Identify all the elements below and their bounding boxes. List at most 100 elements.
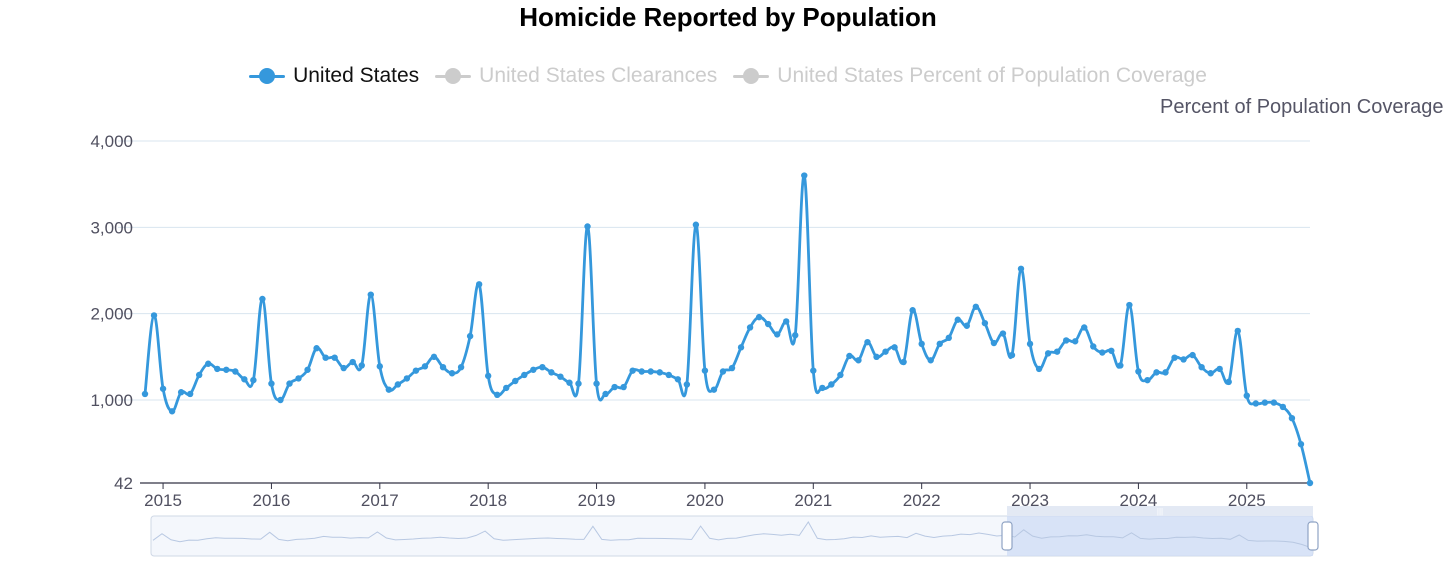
data-point[interactable] [1288, 414, 1296, 422]
data-point[interactable] [1207, 370, 1214, 377]
data-point[interactable] [349, 358, 356, 366]
data-point[interactable] [810, 367, 817, 374]
data-point[interactable] [737, 344, 745, 351]
data-point[interactable] [195, 371, 203, 379]
data-point[interactable] [448, 370, 456, 377]
data-point[interactable] [954, 316, 961, 323]
data-point[interactable] [159, 385, 167, 392]
data-point[interactable] [1135, 368, 1142, 375]
data-point[interactable] [909, 307, 916, 314]
data-point[interactable] [719, 368, 727, 375]
data-point[interactable] [674, 376, 682, 383]
data-point[interactable] [304, 366, 311, 373]
data-point[interactable] [403, 375, 411, 382]
data-point[interactable] [1062, 337, 1070, 344]
data-point[interactable] [882, 348, 889, 355]
data-point[interactable] [421, 363, 429, 370]
data-point[interactable] [1081, 324, 1088, 331]
data-zoom-slider[interactable]: ||| [150, 506, 1319, 557]
data-point[interactable] [647, 368, 654, 375]
data-point[interactable] [692, 221, 700, 228]
data-point[interactable] [629, 367, 636, 374]
data-point[interactable] [557, 373, 564, 380]
data-point[interactable] [1071, 338, 1079, 345]
data-point[interactable] [358, 362, 365, 369]
data-point[interactable] [864, 338, 871, 346]
data-point[interactable] [457, 363, 465, 371]
data-point[interactable] [503, 384, 510, 392]
data-point[interactable] [755, 313, 763, 321]
data-point[interactable] [783, 318, 790, 325]
data-point[interactable] [412, 367, 420, 374]
data-point[interactable] [701, 367, 709, 374]
data-point[interactable] [1144, 376, 1151, 384]
data-point[interactable] [241, 376, 248, 383]
data-point[interactable] [1108, 347, 1115, 354]
data-point[interactable] [539, 363, 546, 371]
data-point[interactable] [981, 319, 989, 327]
data-point[interactable] [593, 380, 600, 387]
data-point[interactable] [1252, 400, 1260, 407]
data-point[interactable] [512, 377, 519, 385]
zoom-move-bar[interactable] [1007, 506, 1313, 516]
data-point[interactable] [205, 360, 212, 367]
data-point[interactable] [1243, 392, 1250, 399]
data-point[interactable] [656, 369, 663, 376]
data-point[interactable] [819, 384, 826, 392]
zoom-handle[interactable] [1307, 521, 1319, 551]
data-point[interactable] [385, 386, 393, 393]
data-point[interactable] [430, 353, 438, 361]
data-point[interactable] [891, 344, 898, 351]
data-point[interactable] [1297, 440, 1305, 448]
data-point[interactable] [1234, 327, 1241, 335]
data-point[interactable] [1017, 265, 1025, 272]
data-point[interactable] [620, 383, 627, 391]
series-united-states[interactable] [141, 172, 1314, 487]
legend-item-united-states[interactable]: United States [249, 64, 419, 88]
data-point[interactable] [584, 223, 591, 230]
data-point[interactable] [1117, 362, 1124, 369]
data-point[interactable] [665, 371, 672, 379]
data-point[interactable] [728, 364, 736, 372]
data-point[interactable] [746, 324, 754, 331]
data-point[interactable] [1126, 301, 1133, 309]
data-point[interactable] [186, 390, 194, 398]
data-point[interactable] [1189, 351, 1196, 359]
data-point[interactable] [313, 345, 320, 352]
data-point[interactable] [268, 380, 275, 387]
data-point[interactable] [250, 376, 257, 384]
zoom-selected-window[interactable] [1007, 516, 1313, 556]
data-point[interactable] [602, 390, 609, 398]
data-point[interactable] [1008, 351, 1016, 359]
data-point[interactable] [1279, 403, 1287, 411]
data-point[interactable] [936, 340, 943, 348]
data-point[interactable] [277, 396, 284, 404]
data-point[interactable] [141, 390, 149, 398]
data-point[interactable] [394, 381, 402, 388]
data-point[interactable] [1035, 365, 1043, 373]
data-point[interactable] [773, 331, 781, 338]
data-point[interactable] [873, 353, 880, 361]
data-point[interactable] [918, 340, 925, 348]
data-point[interactable] [232, 368, 239, 375]
data-point[interactable] [801, 172, 808, 179]
data-point[interactable] [1270, 399, 1278, 406]
data-point[interactable] [168, 408, 176, 415]
data-point[interactable] [177, 389, 185, 396]
data-point[interactable] [376, 363, 384, 370]
data-point[interactable] [494, 391, 501, 399]
data-point[interactable] [439, 363, 447, 371]
data-point[interactable] [367, 291, 374, 298]
data-point[interactable] [286, 380, 293, 387]
data-point[interactable] [259, 295, 266, 303]
data-point[interactable] [611, 383, 618, 391]
data-point[interactable] [990, 339, 998, 347]
data-point[interactable] [792, 332, 799, 339]
data-point[interactable] [530, 366, 537, 373]
data-point[interactable] [1225, 378, 1232, 386]
data-point[interactable] [638, 368, 645, 375]
data-point[interactable] [846, 352, 853, 360]
data-point[interactable] [1053, 348, 1061, 355]
data-point[interactable] [548, 369, 555, 376]
data-point[interactable] [1026, 340, 1034, 348]
